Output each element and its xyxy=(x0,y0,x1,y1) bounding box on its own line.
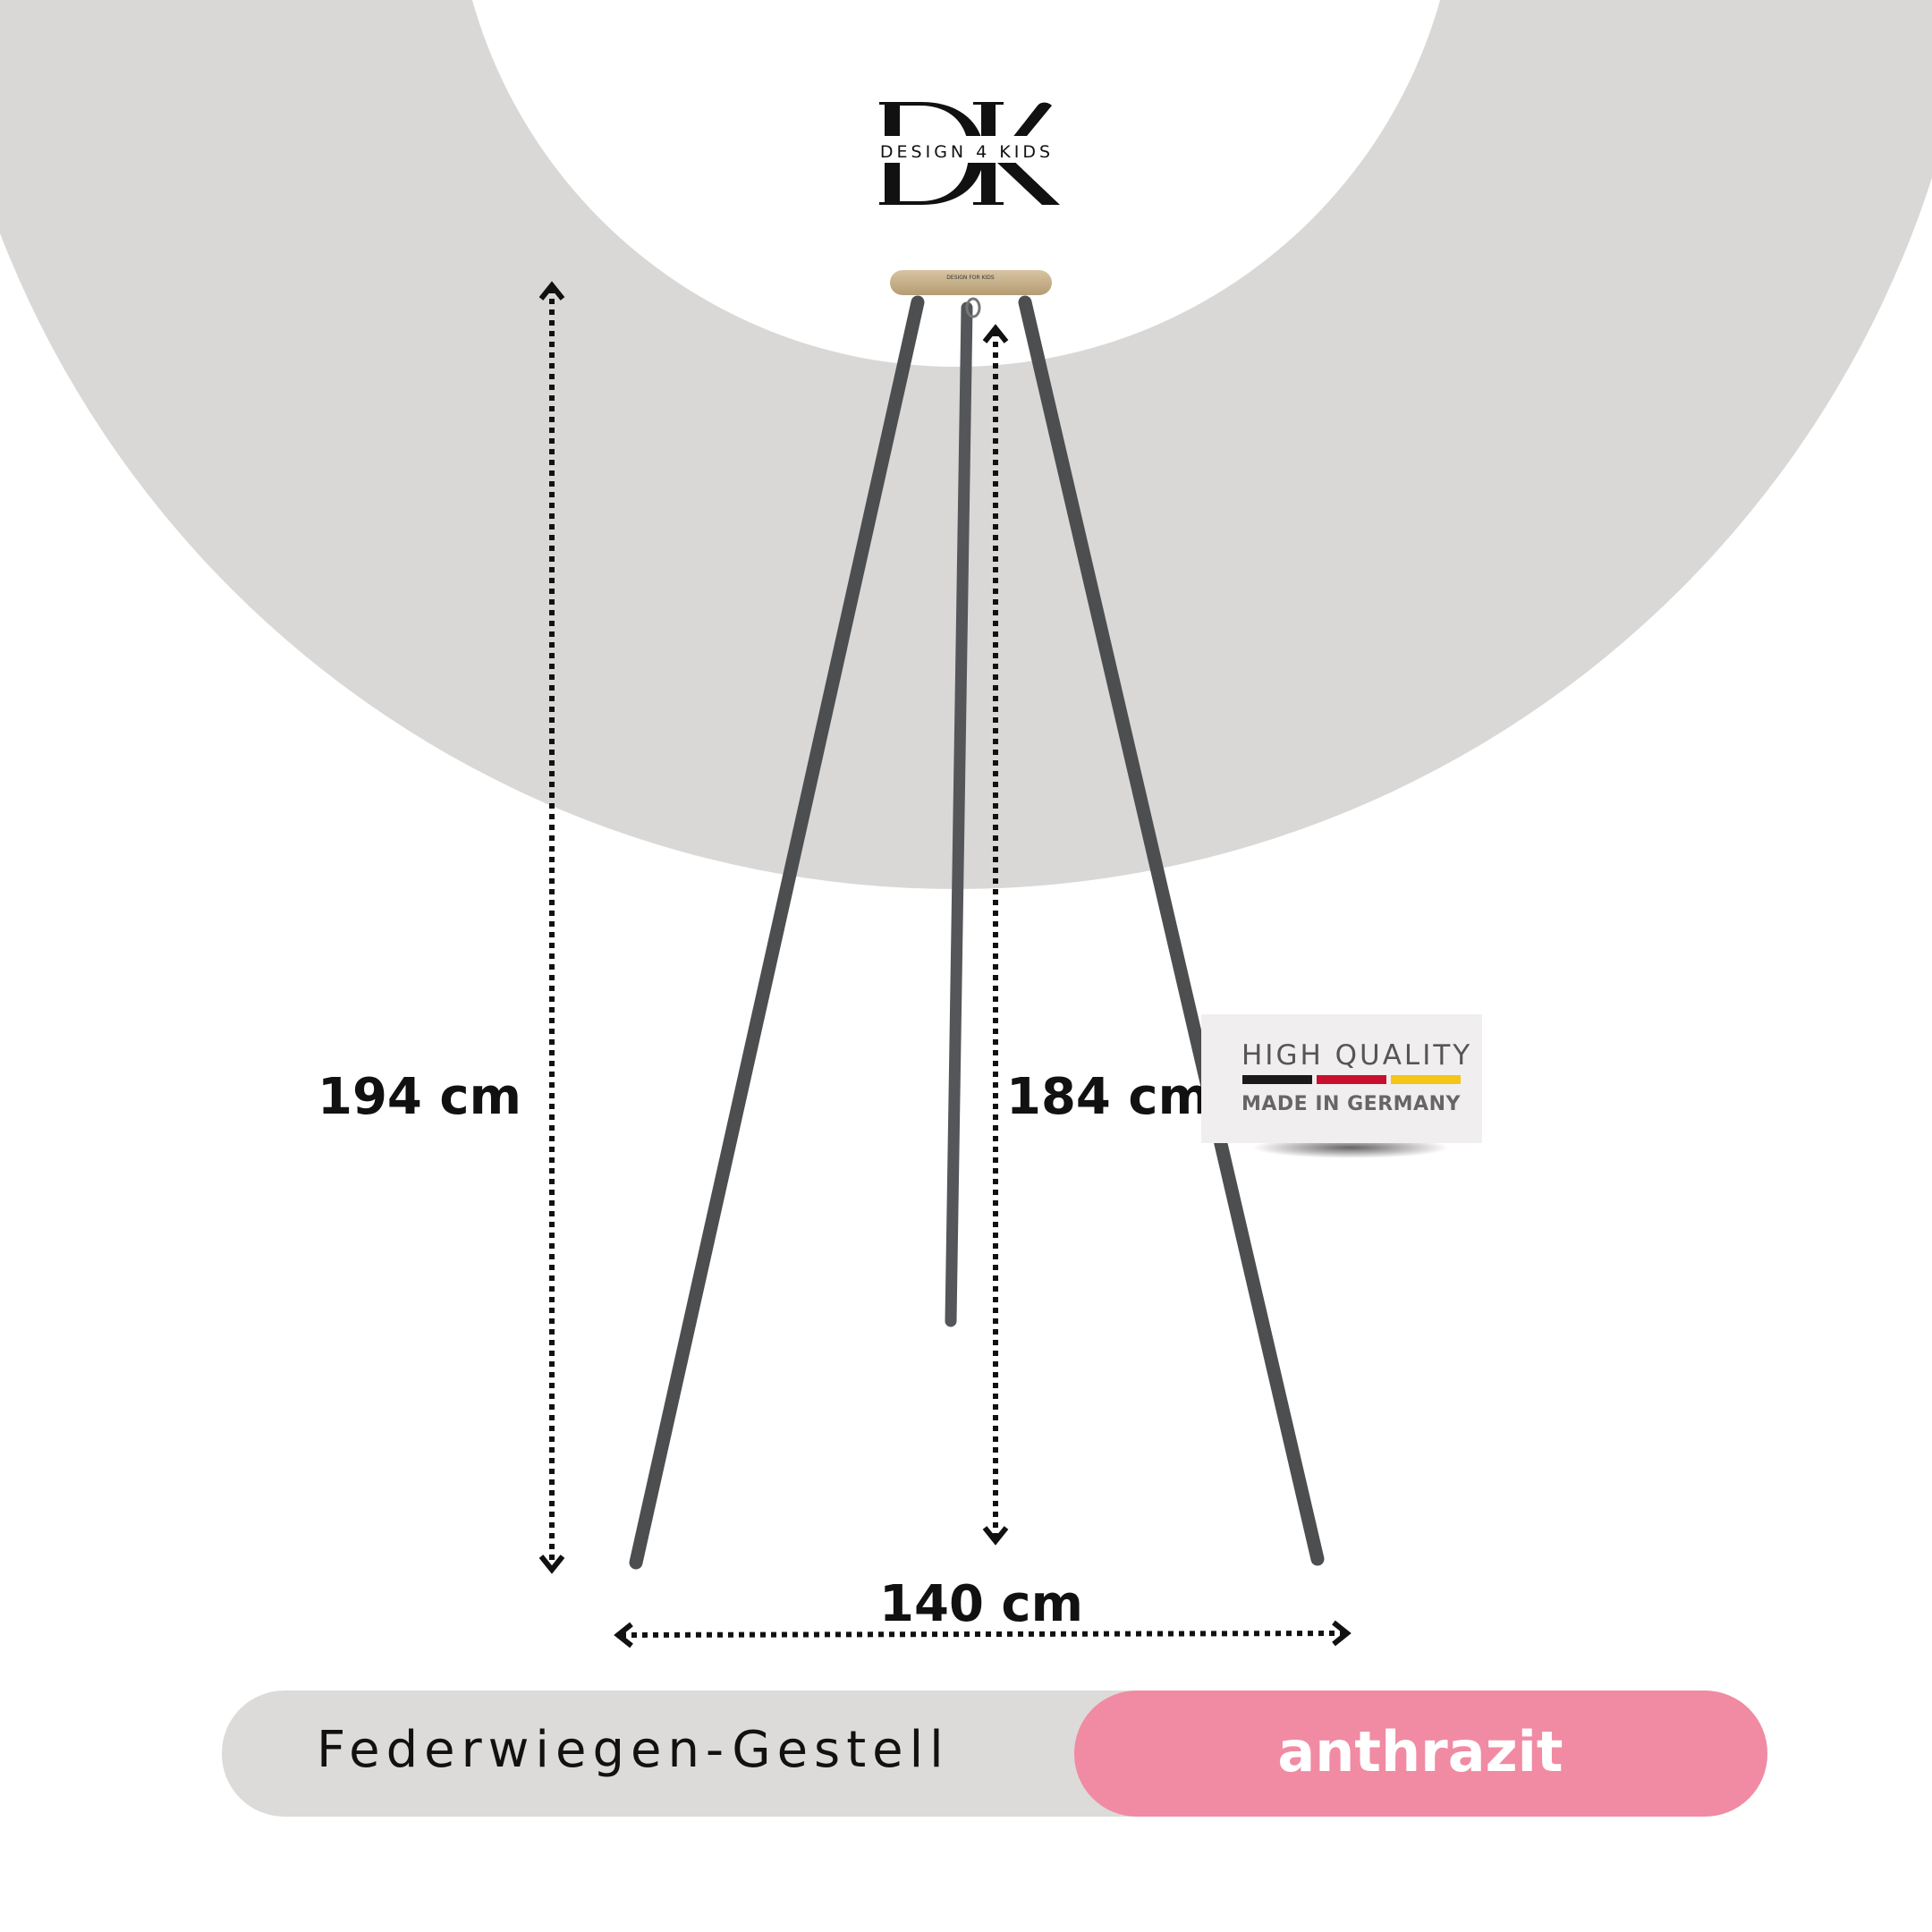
flag-stripe-red xyxy=(1317,1075,1386,1084)
label-hook-height: 184 cm xyxy=(1006,1068,1210,1126)
badge-title: HIGH QUALITY xyxy=(1241,1039,1472,1072)
plate-engraving: DESIGN FOR KIDS xyxy=(946,275,995,281)
flag-stripe-black xyxy=(1242,1075,1312,1084)
badge-subtitle: MADE IN GERMANY xyxy=(1241,1093,1461,1115)
brand-name: DESIGN 4 KIDS xyxy=(880,142,1054,162)
dk-monogram-mark xyxy=(879,102,1060,205)
hook-ring xyxy=(965,297,981,318)
label-width: 140 cm xyxy=(879,1575,1083,1633)
label-total-height: 194 cm xyxy=(318,1068,521,1126)
brand-logo: DESIGN 4 KIDS xyxy=(879,102,1060,205)
middle-leg xyxy=(945,301,973,1327)
product-pill: Federwiegen-Gestell anthrazit xyxy=(222,1690,1767,1817)
left-leg xyxy=(629,295,925,1570)
background-inner-circle xyxy=(471,0,1441,367)
flag-stripe-gold xyxy=(1391,1075,1461,1084)
color-variant-pill xyxy=(1074,1690,1767,1817)
color-variant: anthrazit xyxy=(1277,1719,1563,1784)
wooden-top-plate xyxy=(890,270,1052,295)
right-leg xyxy=(1018,295,1325,1566)
made-in-germany-badge: HIGH QUALITY MADE IN GERMANY xyxy=(1201,1014,1482,1158)
product-name: Federwiegen-Gestell xyxy=(317,1721,950,1779)
width-arrow-140 xyxy=(614,1620,1352,1648)
tripod-frame: DESIGN FOR KIDS xyxy=(629,270,1325,1570)
